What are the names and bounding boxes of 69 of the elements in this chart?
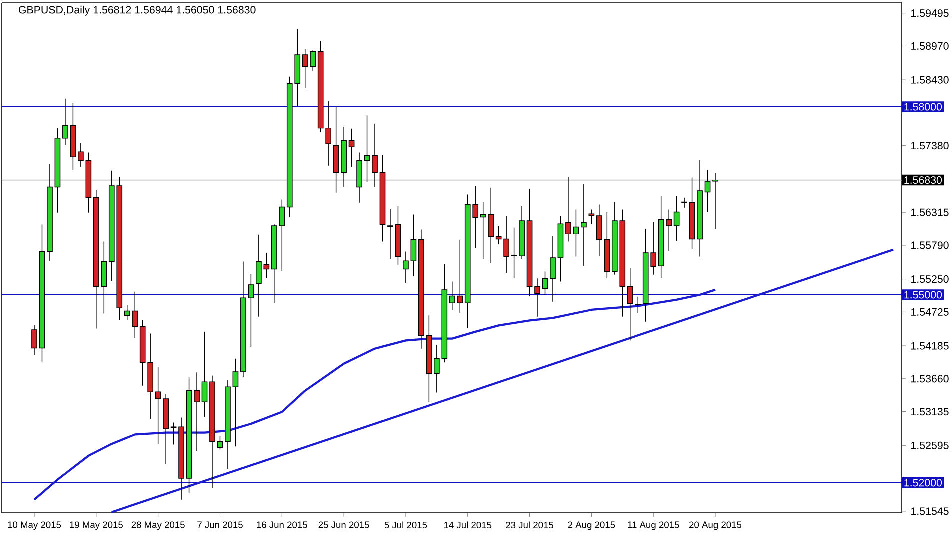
y-tick-label: 1.52595 (912, 442, 949, 450)
x-tick-label: 2 Aug 2015 (568, 522, 616, 530)
candlestick (526, 188, 533, 297)
candlestick (380, 154, 386, 242)
ref-line-label: 1.56830 (904, 176, 942, 184)
y-tick-label: 1.58970 (912, 42, 949, 50)
candlestick (581, 184, 587, 267)
candlestick (210, 375, 216, 488)
candlestick (70, 102, 76, 171)
candlestick (225, 380, 231, 470)
candlestick (388, 208, 394, 260)
y-tick-label: 1.59495 (912, 10, 949, 18)
candlestick (32, 324, 38, 356)
y-tick-label: 1.57380 (912, 142, 949, 150)
y-tick-label: 1.53660 (912, 375, 949, 383)
ref-line-label: 1.55000 (904, 291, 942, 299)
x-tick-label: 19 May 2015 (70, 522, 123, 530)
x-tick-label: 28 May 2015 (132, 522, 185, 530)
candlestick (403, 251, 409, 284)
candlestick (178, 417, 184, 500)
candlestick (426, 315, 432, 402)
y-tick-label: 1.54725 (912, 308, 949, 316)
x-tick-label: 23 Jul 2015 (506, 522, 554, 529)
candlestick (682, 197, 688, 208)
candlestick (418, 229, 424, 350)
y-tick-label: 1.54185 (912, 342, 949, 350)
candlestick (47, 164, 53, 262)
candlestick (217, 436, 224, 450)
candlestick (558, 216, 564, 282)
candlestick (54, 128, 61, 214)
candlestick (504, 216, 510, 274)
candlestick (240, 261, 246, 378)
candlestick (62, 98, 68, 146)
x-tick-label: 25 Jun 2015 (318, 522, 370, 528)
candlestick (372, 124, 378, 188)
candlestick (519, 206, 525, 260)
candlestick (356, 152, 362, 204)
candlestick (395, 206, 402, 266)
y-tick-label: 1.53135 (912, 408, 949, 416)
candlestick (39, 224, 46, 363)
x-tick-label: 5 Jul 2015 (384, 522, 428, 529)
candlestick (163, 394, 169, 464)
candlestick (86, 152, 92, 214)
candlestick (341, 126, 347, 188)
ref-line-label: 1.58000 (904, 103, 942, 111)
y-tick-label: 1.51545 (912, 508, 949, 516)
candlestick (689, 177, 696, 250)
y-tick-label: 1.55790 (912, 242, 949, 250)
y-tick-label: 1.55250 (912, 276, 949, 284)
x-tick-label: 10 May 2015 (8, 522, 62, 530)
line-series (33, 288, 717, 501)
ref-line-label: 1.52000 (904, 479, 942, 487)
x-tick-label: 20 Aug 2015 (690, 522, 742, 530)
candlestick (712, 172, 718, 230)
candlestick (627, 268, 634, 342)
candlestick (550, 236, 556, 302)
x-tick-label: 7 Jun 2015 (198, 522, 243, 528)
y-tick-label: 1.56315 (912, 208, 949, 216)
x-tick-label: 16 Jun 2015 (257, 522, 308, 528)
candlestick (566, 176, 572, 242)
candlestick (534, 278, 540, 318)
candlestick (697, 160, 703, 258)
chart-title: GBPUSD,Daily 1.56812 1.56944 1.56050 1.56830 (18, 6, 256, 16)
x-tick-label: 14 Jul 2015 (444, 522, 492, 529)
x-tick-label: 11 Aug 2015 (628, 522, 680, 530)
y-tick-label: 1.58430 (912, 76, 949, 84)
candlestick (194, 372, 200, 452)
candlestick (78, 142, 84, 168)
candlestick (186, 377, 192, 494)
